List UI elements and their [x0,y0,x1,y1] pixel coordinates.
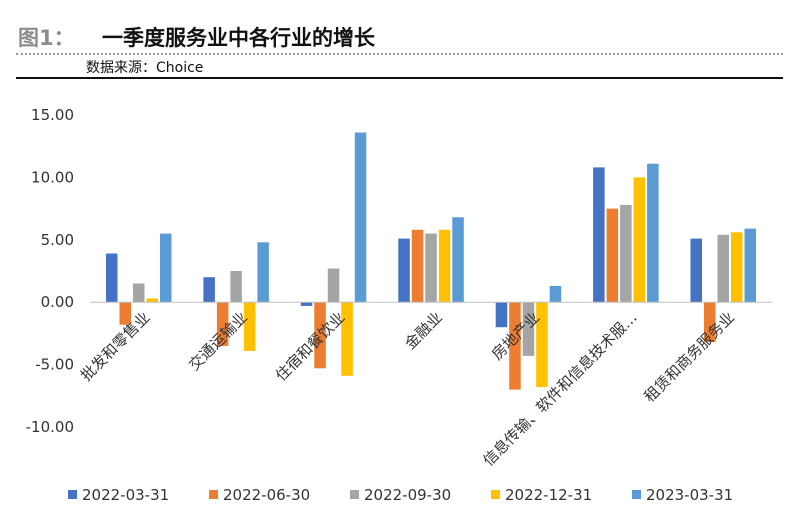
bar [452,217,464,303]
y-tick-label: 10.00 [31,168,74,186]
bar [593,167,605,303]
bar [717,234,729,303]
bar [341,302,353,376]
bar [495,302,508,328]
bar [354,132,367,303]
bar [230,271,242,303]
y-tick-label: -10.00 [26,418,74,436]
legend-swatch [350,490,359,499]
bar [509,302,521,390]
legend-label: 2022-03-31 [82,486,169,504]
bar [633,177,646,303]
bar [398,238,410,303]
x-tick-label: 住宿和餐饮业 [272,308,348,384]
bar [160,233,172,303]
legend-swatch [491,490,500,499]
bar [146,298,158,303]
y-tick-label: 5.00 [41,231,74,249]
header-underline [16,77,783,79]
legend-swatch [632,490,641,499]
x-tick-label: 金融业 [401,308,446,353]
y-tick-label: 0.00 [41,293,74,311]
bar [536,302,548,388]
bar [690,238,702,303]
legend-swatch [68,490,77,499]
bars [106,132,756,390]
legend-label: 2022-06-30 [223,486,310,504]
bar [744,228,756,303]
x-tick-label: 批发和零售业 [77,308,153,384]
bar [133,283,145,303]
figure-header: 图1： 一季度服务业中各行业的增长 数据来源：Choice [16,0,783,79]
header-divider [16,53,783,55]
bar [731,232,743,303]
bar [704,302,716,343]
legend-label: 2022-09-30 [364,486,451,504]
legend: 2022-03-31 2022-06-30 2022-09-30 2022-12-31… [68,486,733,504]
bar [314,302,326,369]
y-axis: 15.00 10.00 5.00 0.00 -5.00 -10.00 [26,106,74,436]
bar [327,268,340,303]
bar [106,253,118,303]
y-tick-label: -5.00 [35,356,74,374]
bar [257,242,269,303]
bar [216,302,229,346]
bar [620,204,632,303]
bar [425,233,437,303]
figure-source: 数据来源：Choice [86,60,204,76]
bar [549,286,562,303]
legend-swatch [209,490,218,499]
legend-label: 2022-12-31 [505,486,592,504]
bar [647,163,659,303]
bar [119,302,131,325]
bar [243,302,256,351]
bar [300,302,313,306]
bar [606,208,619,303]
bar [438,229,451,303]
figure-label: 图1： [18,26,75,50]
bar [203,277,215,303]
x-tick-label: 信息传输、软件和信息技术服… [479,308,640,469]
y-tick-label: 15.00 [31,106,74,124]
bar [522,302,535,356]
x-tick-label: 租赁和商务服务业 [641,308,739,406]
bar [411,229,424,303]
figure-title: 一季度服务业中各行业的增长 [102,26,375,50]
legend-label: 2023-03-31 [646,486,733,504]
